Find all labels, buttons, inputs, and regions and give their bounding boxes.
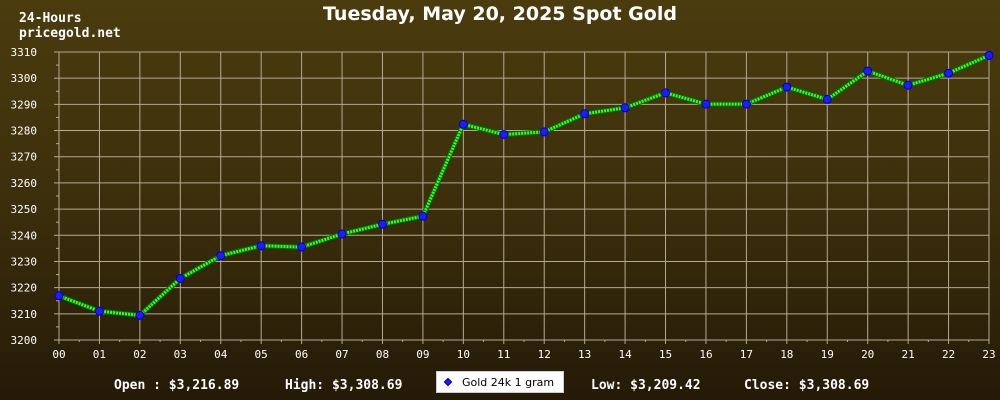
x-tick-label: 01 bbox=[93, 348, 106, 361]
data-point bbox=[54, 291, 64, 301]
data-point bbox=[94, 306, 104, 316]
x-tick-label: 11 bbox=[497, 348, 510, 361]
data-point bbox=[620, 103, 630, 113]
data-point bbox=[782, 82, 792, 92]
data-point bbox=[701, 99, 711, 109]
x-tick-label: 21 bbox=[902, 348, 915, 361]
grid-layer bbox=[58, 51, 990, 341]
point-layer bbox=[54, 50, 994, 320]
y-tick-label: 3290 bbox=[11, 98, 38, 111]
y-tick-label: 3220 bbox=[11, 282, 38, 295]
x-tick-label: 05 bbox=[255, 348, 268, 361]
data-point bbox=[580, 109, 590, 119]
y-tick-label: 3250 bbox=[11, 203, 38, 216]
data-point bbox=[661, 88, 671, 98]
x-tick-label: 19 bbox=[821, 348, 834, 361]
line-layer bbox=[58, 53, 991, 318]
x-tick-label: 07 bbox=[335, 348, 348, 361]
data-point bbox=[135, 310, 145, 320]
data-point bbox=[499, 129, 509, 139]
y-tick-label: 3260 bbox=[11, 177, 38, 190]
x-tick-label: 08 bbox=[376, 348, 389, 361]
x-tick-label: 02 bbox=[133, 348, 146, 361]
data-point bbox=[216, 251, 226, 261]
data-point bbox=[458, 119, 468, 129]
data-point bbox=[822, 94, 832, 104]
data-point bbox=[256, 241, 266, 251]
y-tick-label: 3300 bbox=[11, 72, 38, 85]
series-line bbox=[58, 54, 990, 317]
x-tick-label: 16 bbox=[699, 348, 712, 361]
data-point bbox=[337, 229, 347, 239]
y-tick-label: 3210 bbox=[11, 308, 38, 321]
plot-frame bbox=[58, 51, 990, 341]
close-price: Close: $3,308.69 bbox=[744, 378, 870, 393]
series-line-shadow bbox=[58, 53, 991, 318]
x-tick-label: 06 bbox=[295, 348, 308, 361]
legend: Gold 24k 1 gram bbox=[436, 371, 564, 393]
y-tick-label: 3310 bbox=[11, 46, 38, 59]
range-label: 24-Hours bbox=[19, 11, 82, 26]
high-price: High: $3,308.69 bbox=[285, 378, 403, 393]
x-tick-label: 20 bbox=[861, 348, 874, 361]
data-point bbox=[297, 242, 307, 252]
x-tick-label: 17 bbox=[740, 348, 753, 361]
x-tick-label: 15 bbox=[659, 348, 672, 361]
data-point bbox=[741, 99, 751, 109]
y-tick-label: 3240 bbox=[11, 229, 38, 242]
x-tick-label: 04 bbox=[214, 348, 228, 361]
x-tick-label: 03 bbox=[174, 348, 187, 361]
axis-layer: 3200 3210 3220 3230 3240 3250 3260 3270 3280 3290… bbox=[11, 46, 996, 361]
chart-title: Tuesday, May 20, 2025 Spot Gold bbox=[323, 3, 677, 25]
data-point bbox=[418, 211, 428, 221]
x-tick-label: 12 bbox=[538, 348, 551, 361]
x-tick-label: 14 bbox=[618, 348, 632, 361]
data-point bbox=[539, 127, 549, 137]
x-tick-label: 23 bbox=[982, 348, 995, 361]
data-point bbox=[863, 66, 873, 76]
y-tick-label: 3280 bbox=[11, 125, 38, 138]
y-tick-label: 3270 bbox=[11, 151, 38, 164]
data-point bbox=[984, 50, 994, 60]
x-tick-label: 10 bbox=[457, 348, 470, 361]
data-point bbox=[377, 219, 387, 229]
data-point bbox=[175, 273, 185, 283]
y-tick-label: 3230 bbox=[11, 255, 38, 268]
y-tick-label: 3200 bbox=[11, 334, 38, 347]
x-tick-label: 09 bbox=[416, 348, 429, 361]
open-price: Open : $3,216.89 bbox=[114, 378, 240, 393]
data-point bbox=[944, 68, 954, 78]
x-tick-label: 18 bbox=[780, 348, 793, 361]
x-tick-label: 22 bbox=[942, 348, 955, 361]
legend-label: Gold 24k 1 gram bbox=[462, 375, 555, 389]
x-tick-label: 00 bbox=[52, 348, 65, 361]
data-point bbox=[903, 80, 913, 90]
low-price: Low: $3,209.42 bbox=[591, 378, 701, 393]
source-label: pricegold.net bbox=[19, 26, 121, 41]
legend-marker-icon bbox=[443, 377, 453, 387]
x-tick-label: 13 bbox=[578, 348, 591, 361]
